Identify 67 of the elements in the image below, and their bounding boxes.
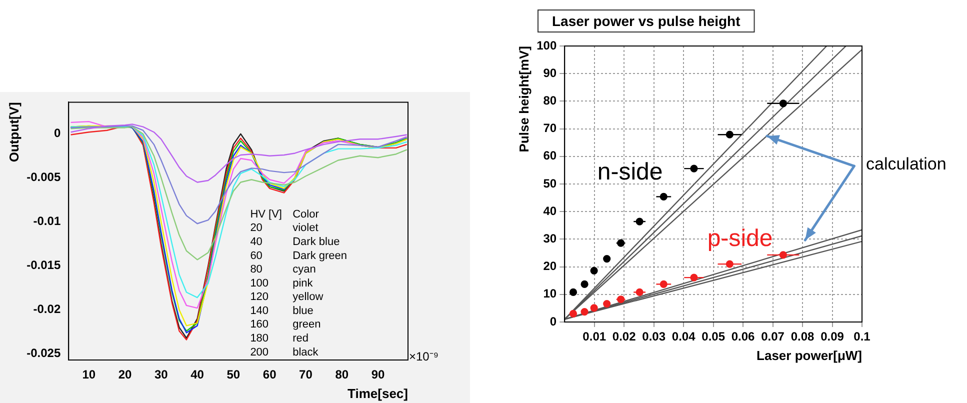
series-label: p-side: [707, 224, 773, 252]
annotation: HV [V]: [250, 208, 282, 220]
x-tick-label: 50: [226, 368, 240, 382]
x-tick-label: 30: [154, 368, 168, 382]
x-axis-title: Laser power[μW]: [756, 348, 862, 363]
y-tick-label: 70: [543, 121, 557, 136]
x-tick-label: 0.04: [672, 330, 696, 344]
y-tick-label: -0.005: [26, 170, 61, 184]
annotation: 180: [250, 332, 269, 345]
y-tick-label: -0.02: [33, 302, 61, 316]
x-tick-label: 0.06: [731, 330, 756, 344]
annotation: violet: [292, 222, 318, 234]
annotation: yellow: [292, 291, 324, 304]
x-tick-label: 70: [299, 368, 313, 382]
annotation: 140: [250, 304, 269, 317]
x-tick-label: 90: [371, 368, 385, 382]
annotation: 200: [250, 346, 269, 358]
y-tick-label: 10: [543, 286, 557, 301]
y-tick-label: 40: [543, 204, 557, 218]
text: ×10⁻⁹: [409, 349, 438, 364]
x-tick-label: 10: [82, 368, 96, 382]
annotation: Dark green: [292, 250, 348, 262]
x-axis-title: Time[sec]: [348, 386, 408, 401]
y-tick-label: -0.01: [33, 214, 61, 228]
annotation: red: [292, 332, 309, 345]
annotation: Dark blue: [292, 236, 340, 248]
series-label: n-side: [597, 158, 663, 186]
x-tick-label: 0.09: [820, 330, 844, 344]
y-tick-label: 100: [536, 38, 557, 52]
annotation: 40: [250, 236, 262, 248]
y-tick-label: 0: [550, 314, 557, 328]
annotation: calculation: [866, 154, 946, 174]
y-tick-label: 80: [543, 94, 557, 108]
x-tick-label: 0.1: [854, 330, 871, 344]
y-tick-label: -0.015: [26, 258, 61, 272]
y-tick-label: 90: [543, 66, 557, 80]
x-tick-label: 0.08: [790, 330, 815, 344]
y-tick-label: 50: [543, 176, 557, 190]
annotation: Color: [292, 208, 320, 220]
annotation: blue: [292, 304, 314, 317]
y-tick-label: -0.025: [26, 346, 61, 360]
y-tick-label: 30: [543, 232, 557, 246]
y-axis-title: Output[V]: [6, 102, 22, 162]
x-tick-label: 40: [190, 368, 204, 382]
x-tick-label: 0.03: [642, 330, 666, 344]
annotation: pink: [292, 277, 314, 290]
annotation: 160: [250, 318, 269, 331]
annotation: 20: [250, 222, 262, 234]
annotation: 80: [250, 264, 262, 276]
x-tick-label: 80: [335, 368, 349, 382]
x-tick-label: 20: [118, 368, 132, 382]
annotation: black: [292, 346, 319, 358]
x-tick-label: 60: [262, 368, 277, 382]
y-axis-title: Pulse height[mV]: [516, 46, 532, 152]
chart-title: Laser power vs pulse height: [552, 12, 741, 29]
y-tick-label: 20: [543, 259, 557, 274]
annotation: 60: [250, 250, 262, 262]
annotation: cyan: [292, 264, 316, 276]
x-tick-label: 0.07: [761, 330, 785, 344]
x-tick-label: 0.01: [582, 330, 606, 344]
annotation: 120: [250, 291, 269, 304]
y-tick-label: 60: [543, 148, 557, 163]
y-tick-label: 0: [54, 126, 61, 140]
x-tick-label: 0.05: [702, 330, 726, 344]
x-tick-label: 0.02: [612, 330, 636, 344]
annotation: green: [292, 318, 321, 331]
annotation: 100: [250, 277, 269, 290]
